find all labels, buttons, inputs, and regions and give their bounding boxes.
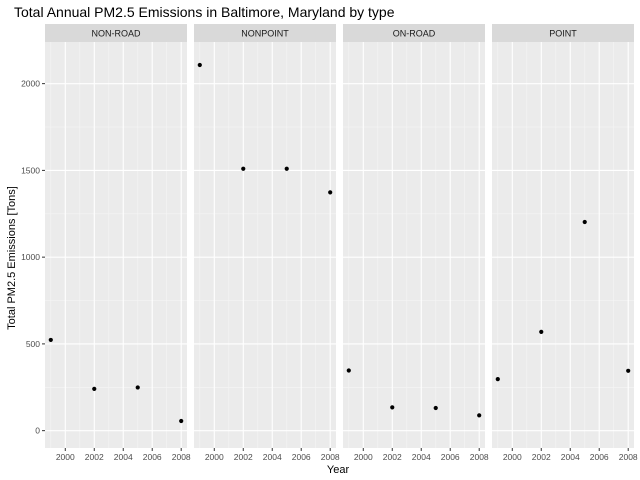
panel-background (343, 42, 485, 448)
data-point (626, 368, 631, 373)
y-axis: 0 500 1000 1500 2000 (21, 79, 45, 436)
data-point (135, 385, 140, 390)
facet-strip-label: POINT (549, 29, 577, 39)
x-tick-label: 2004 (412, 452, 431, 462)
x-tick-label: 2004 (114, 452, 133, 462)
y-tick-label: 2000 (21, 79, 40, 89)
data-point (328, 190, 333, 195)
x-tick-label: 2008 (321, 452, 340, 462)
data-point (346, 368, 351, 373)
y-tick-label: 0 (35, 426, 40, 436)
x-tick-label: 2004 (263, 452, 282, 462)
chart-title: Total Annual PM2.5 Emissions in Baltimor… (14, 4, 395, 20)
facet-strip (45, 24, 187, 42)
x-tick-label: 2008 (619, 452, 638, 462)
x-tick-label: 2002 (85, 452, 104, 462)
facet-panel-on-road: ON-ROAD 2000 2002 2004 2006 2008 (343, 24, 489, 462)
x-tick-label: 2000 (354, 452, 373, 462)
panel-background (492, 42, 634, 448)
x-tick-label: 2006 (590, 452, 609, 462)
facet-strip (492, 24, 634, 42)
data-point (582, 219, 587, 225)
facet-strip-label: NONPOINT (241, 29, 289, 39)
facet-panels: NON-ROAD 2000 2002 2004 2006 2008 NONPOINT 2000… (45, 24, 638, 462)
y-tick-label: 1000 (21, 252, 40, 262)
facet-strip (194, 24, 336, 42)
x-tick-label: 2002 (532, 452, 551, 462)
facet-panel-point: POINT 2000 2002 2004 2006 2008 (492, 24, 638, 462)
y-tick-label: 500 (26, 339, 40, 349)
x-tick-label: 2002 (234, 452, 253, 462)
data-point (241, 166, 246, 171)
x-tick-label: 2008 (470, 452, 489, 462)
data-point (539, 329, 544, 334)
facet-panel-nonpoint: NONPOINT 2000 2002 2004 2006 2008 (194, 24, 340, 462)
data-point (433, 405, 438, 411)
facet-strip-label: NON-ROAD (92, 29, 141, 39)
x-tick-label: 2000 (503, 452, 522, 462)
x-axis-title: Year (327, 464, 350, 476)
facet-panel-non-road: NON-ROAD 2000 2002 2004 2006 2008 (45, 24, 191, 462)
data-point (390, 405, 395, 410)
x-tick-label: 2000 (56, 452, 75, 462)
data-point (477, 413, 482, 418)
panel-background (45, 42, 187, 448)
x-tick-label: 2002 (383, 452, 402, 462)
y-axis-title: Total PM2.5 Emissions [Tons] (6, 186, 18, 330)
x-tick-label: 2004 (561, 452, 580, 462)
x-tick-label: 2008 (172, 452, 191, 462)
data-point (179, 418, 184, 424)
y-tick-label: 1500 (21, 165, 40, 175)
x-tick-label: 2006 (143, 452, 162, 462)
x-tick-label: 2000 (205, 452, 224, 462)
x-tick-label: 2006 (292, 452, 311, 462)
facet-strip (343, 24, 485, 42)
data-point (48, 337, 53, 343)
data-point (495, 377, 500, 382)
data-point (92, 386, 97, 391)
data-point (284, 166, 289, 171)
panel-background (194, 42, 336, 448)
x-tick-label: 2006 (441, 452, 460, 462)
facet-strip-label: ON-ROAD (393, 29, 436, 39)
data-point (197, 62, 202, 68)
